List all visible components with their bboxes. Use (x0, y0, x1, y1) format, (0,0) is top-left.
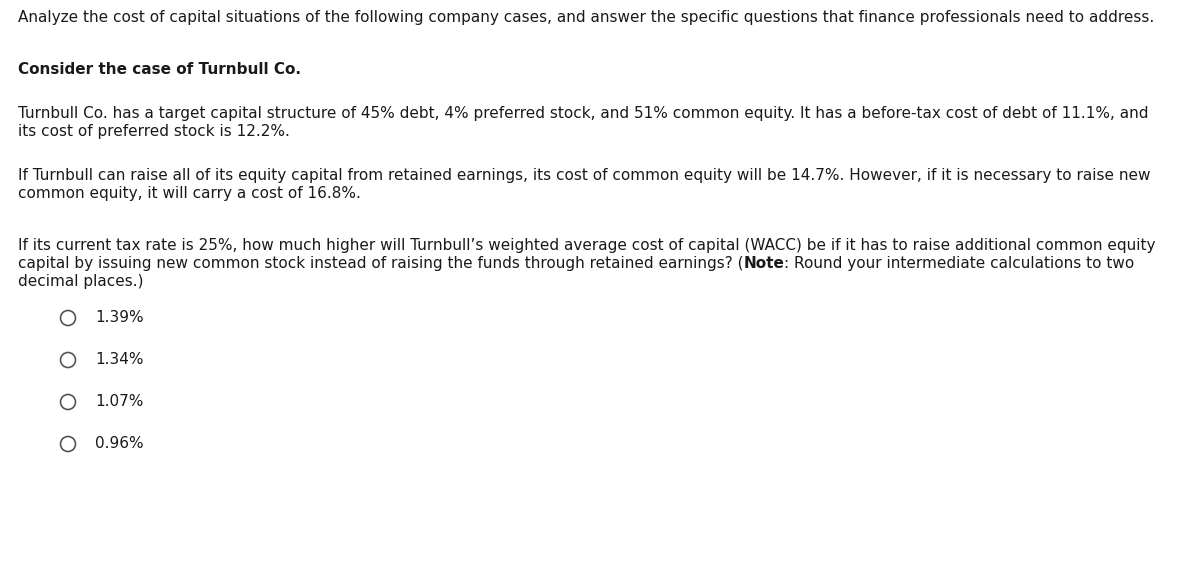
Text: 1.07%: 1.07% (95, 394, 143, 409)
Circle shape (60, 353, 76, 367)
Text: common equity, it will carry a cost of 16.8%.: common equity, it will carry a cost of 1… (18, 186, 361, 201)
Text: If its current tax rate is 25%, how much higher will Turnbull’s weighted average: If its current tax rate is 25%, how much… (18, 238, 1156, 253)
Circle shape (60, 311, 76, 325)
Text: 0.96%: 0.96% (95, 436, 144, 451)
Text: its cost of preferred stock is 12.2%.: its cost of preferred stock is 12.2%. (18, 124, 290, 139)
Text: 1.39%: 1.39% (95, 310, 144, 325)
Circle shape (60, 395, 76, 410)
Text: decimal places.): decimal places.) (18, 274, 144, 289)
Text: If Turnbull can raise all of its equity capital from retained earnings, its cost: If Turnbull can raise all of its equity … (18, 168, 1151, 183)
Text: 1.34%: 1.34% (95, 352, 144, 367)
Text: capital by issuing new common stock instead of raising the funds through retaine: capital by issuing new common stock inst… (18, 256, 744, 271)
Text: Turnbull Co. has a target capital structure of 45% debt, 4% preferred stock, and: Turnbull Co. has a target capital struct… (18, 106, 1148, 121)
Text: : Round your intermediate calculations to two: : Round your intermediate calculations t… (785, 256, 1135, 271)
Text: Consider the case of Turnbull Co.: Consider the case of Turnbull Co. (18, 62, 301, 77)
Circle shape (60, 436, 76, 452)
Text: Note: Note (744, 256, 785, 271)
Text: Analyze the cost of capital situations of the following company cases, and answe: Analyze the cost of capital situations o… (18, 10, 1154, 25)
